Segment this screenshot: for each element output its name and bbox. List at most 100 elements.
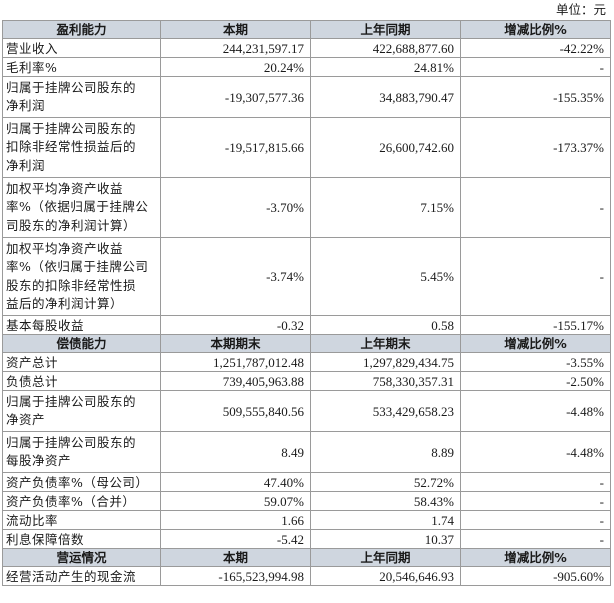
cell-current: 1.66 [160, 510, 311, 530]
row-label-line: 营业收入 [6, 40, 59, 56]
cell-previous: 24.81% [310, 57, 461, 77]
financial-indicators-table: 盈利能力 本期 上年同期 增减比例% 营业收入 244,231,597.17 422,688… [2, 20, 611, 586]
row-label: 加权平均净资产收益 率%（依据归属于挂牌公 司股东的净利润计算） [2, 177, 161, 238]
cell-previous: 10.37 [310, 529, 461, 549]
row-label-line: 毛利率% [6, 59, 58, 75]
cell-current: 47.40% [160, 472, 311, 492]
row-label: 加权平均净资产收益 率%（依归属于挂牌公司 股东的扣除非经常性损 益后的净利润计算） [2, 237, 161, 316]
table-row: 归属于挂牌公司股东的 每股净资产 8.49 8.89 -4.48% [2, 431, 611, 473]
row-label: 基本每股收益 [2, 315, 161, 335]
row-label: 营业收入 [2, 38, 161, 58]
cell-previous: 422,688,877.60 [310, 38, 461, 58]
table-row: 加权平均净资产收益 率%（依据归属于挂牌公 司股东的净利润计算） -3.70% 7.15… [2, 177, 611, 238]
row-label-line: 经营活动产生的现金流 [6, 568, 137, 584]
row-label: 归属于挂牌公司股东的 每股净资产 [2, 431, 161, 473]
row-label-line: 利息保障倍数 [6, 531, 85, 547]
header-change: 增减比例% [460, 334, 611, 353]
row-label-line: 净利润 [6, 157, 46, 173]
header-change: 增减比例% [460, 20, 611, 39]
row-label-line: 率%（依归属于挂牌公司 [6, 259, 149, 274]
row-label-line: 每股净资产 [6, 453, 72, 468]
table-row: 归属于挂牌公司股东的 扣除非经常性损益后的 净利润 -19,517,815.66 26,… [2, 117, 611, 178]
cell-previous: 26,600,742.60 [310, 117, 461, 178]
cell-previous: 0.58 [310, 315, 461, 335]
cell-change: -905.60% [460, 566, 611, 586]
row-label-line: 归属于挂牌公司股东的 [6, 120, 137, 136]
cell-change: - [460, 510, 611, 530]
cell-current: -3.74% [160, 237, 311, 316]
cell-current: -3.70% [160, 177, 311, 238]
cell-previous: 1.74 [310, 510, 461, 530]
cell-current: 1,251,787,012.48 [160, 352, 311, 372]
cell-change: -155.17% [460, 315, 611, 335]
cell-current: 8.49 [160, 431, 311, 473]
cell-previous: 7.15% [310, 177, 461, 238]
row-label-line: 基本每股收益 [6, 317, 85, 333]
header-change: 增减比例% [460, 548, 611, 567]
cell-current: -0.32 [160, 315, 311, 335]
row-label-line: 加权平均净资产收益 [6, 180, 124, 196]
cell-previous: 34,883,790.47 [310, 76, 461, 118]
cell-current: -19,307,577.36 [160, 76, 311, 118]
cell-change: - [460, 237, 611, 316]
cell-previous: 52.72% [310, 472, 461, 492]
row-label-line: 净资产 [6, 412, 46, 427]
cell-current: 20.24% [160, 57, 311, 77]
cell-current: 739,405,963.88 [160, 371, 311, 391]
cell-change: -42.22% [460, 38, 611, 58]
cell-previous: 58.43% [310, 491, 461, 511]
cell-change: -173.37% [460, 117, 611, 178]
row-label: 毛利率% [2, 57, 161, 77]
row-label-line: 净利润 [6, 98, 46, 113]
cell-change: - [460, 177, 611, 238]
cell-current: 59.07% [160, 491, 311, 511]
table-row: 归属于挂牌公司股东的 净利润 -19,307,577.36 34,883,790.47… [2, 76, 611, 118]
section-header-row: 营运情况 本期 上年同期 增减比例% [2, 548, 611, 567]
table-row: 负债总计 739,405,963.88 758,330,357.31 -2.50% [2, 371, 611, 391]
header-previous: 上年同期 [310, 20, 461, 39]
header-current: 本期 [160, 548, 311, 567]
row-label: 归属于挂牌公司股东的 扣除非经常性损益后的 净利润 [2, 117, 161, 178]
row-label-line: 归属于挂牌公司股东的 [6, 393, 137, 409]
row-label: 经营活动产生的现金流 [2, 566, 161, 586]
header-previous: 上年同期 [310, 548, 461, 567]
row-label-line: 资产总计 [6, 354, 59, 370]
row-label-line: 司股东的净利润计算） [6, 217, 137, 233]
cell-current: 509,555,840.56 [160, 390, 311, 432]
cell-previous: 5.45% [310, 237, 461, 316]
section-header-row: 偿债能力 本期期末 上年期末 增减比例% [2, 334, 611, 353]
cell-current: -5.42 [160, 529, 311, 549]
cell-change: -155.35% [460, 76, 611, 118]
header-current: 本期 [160, 20, 311, 39]
cell-previous: 20,546,646.93 [310, 566, 461, 586]
header-previous: 上年期末 [310, 334, 461, 353]
cell-change: - [460, 57, 611, 77]
row-label-line: 负债总计 [6, 373, 59, 389]
table-row: 加权平均净资产收益 率%（依归属于挂牌公司 股东的扣除非经常性损 益后的净利润计算） -… [2, 237, 611, 316]
table-row: 毛利率% 20.24% 24.81% - [2, 57, 611, 77]
unit-label: 单位：元 [555, 2, 606, 17]
row-label-line: 流动比率 [6, 512, 59, 528]
row-label: 归属于挂牌公司股东的 净资产 [2, 390, 161, 432]
cell-change: - [460, 472, 611, 492]
cell-change: - [460, 491, 611, 511]
cell-previous: 8.89 [310, 431, 461, 473]
row-label-line: 资产负债率%（母公司） [6, 474, 149, 490]
header-category: 营运情况 [2, 548, 161, 567]
row-label: 负债总计 [2, 371, 161, 391]
row-label: 资产负债率%（母公司） [2, 472, 161, 492]
row-label-line: 资产负债率%（合并） [6, 493, 136, 509]
table-row: 经营活动产生的现金流 -165,523,994.98 20,546,646.93 -9… [2, 566, 611, 586]
cell-current: -19,517,815.66 [160, 117, 311, 178]
table-row: 归属于挂牌公司股东的 净资产 509,555,840.56 533,429,658.2… [2, 390, 611, 432]
row-label: 资产负债率%（合并） [2, 491, 161, 511]
cell-previous: 1,297,829,434.75 [310, 352, 461, 372]
row-label-line: 归属于挂牌公司股东的 [6, 79, 137, 95]
row-label: 归属于挂牌公司股东的 净利润 [2, 76, 161, 118]
table-row: 流动比率 1.66 1.74- [2, 510, 611, 530]
cell-change: -4.48% [460, 431, 611, 473]
header-current: 本期期末 [160, 334, 311, 353]
header-category: 盈利能力 [2, 20, 161, 39]
row-label: 利息保障倍数 [2, 529, 161, 549]
cell-previous: 758,330,357.31 [310, 371, 461, 391]
